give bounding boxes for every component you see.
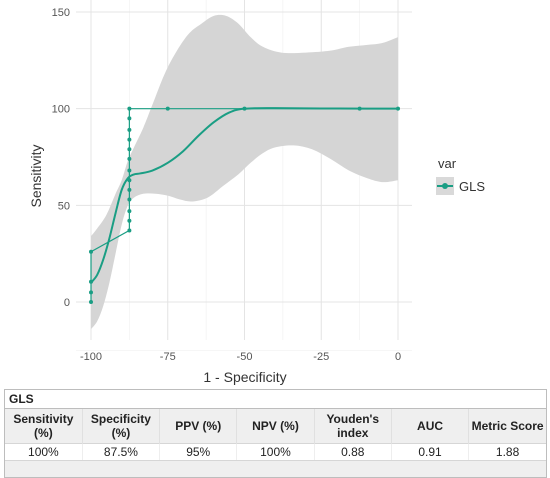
cell-metric-score: 1.88 [468,443,546,460]
data-point [89,300,93,304]
data-point [127,127,132,132]
data-point [127,137,132,142]
data-point [127,156,132,161]
data-point [127,147,132,152]
data-point [127,106,132,111]
cell-specificity: 87.5% [82,443,161,460]
data-point [127,178,132,183]
data-point [357,106,362,111]
legend-title: var [438,156,457,171]
x-tick-label: -100 [80,351,102,363]
table-row: 100% 87.5% 95% 100% 0.88 0.91 1.88 [5,443,546,460]
header-specificity: Specificity (%) [82,409,161,444]
data-point [127,168,132,173]
data-point [127,187,132,192]
header-auc: AUC [391,409,470,444]
data-point [89,249,93,254]
header-youden: Youden's index [314,409,392,444]
cell-npv: 100% [236,443,315,460]
x-tick-label: -50 [237,351,253,363]
data-point [89,290,93,295]
header-metric-score: Metric Score [468,409,546,444]
data-point [242,106,247,111]
data-point [127,209,132,214]
legend-label: GLS [459,178,486,194]
data-point [396,106,400,111]
data-layer [89,106,400,304]
data-point [89,279,93,284]
confidence-band [91,14,398,330]
tick-labels: -100 -75 -50 -25 0 0 50 100 150 [52,7,401,363]
x-axis-label: 1 - Specificity [203,369,286,385]
x-tick-label: -25 [313,351,329,363]
y-axis-label: Sensitivity [28,144,44,207]
metrics-title: GLS [5,390,546,409]
metrics-table: GLS Sensitivity (%) Specificity (%) PPV … [4,389,547,478]
y-tick-label: 150 [52,7,70,19]
metrics-header-row: Sensitivity (%) Specificity (%) PPV (%) … [5,409,546,444]
header-sensitivity: Sensitivity (%) [5,409,83,444]
cell-ppv: 95% [159,443,238,460]
cell-youden: 0.88 [314,443,392,460]
roc-smooth-line [90,107,399,284]
header-ppv: PPV (%) [159,409,238,444]
data-point [165,106,170,111]
y-tick-label: 0 [64,297,70,309]
data-point [127,218,132,223]
cell-auc: 0.91 [391,443,470,460]
data-point [127,116,132,121]
metrics-footer [5,460,546,477]
data-point [127,197,132,202]
data-point [127,228,132,233]
y-tick-label: 50 [58,200,70,212]
confidence-band-area [91,14,398,330]
x-tick-label: -75 [160,351,176,363]
header-npv: NPV (%) [236,409,315,444]
legend: var GLS [436,156,485,195]
legend-item-gls: GLS [436,177,485,195]
x-tick-label: 0 [395,351,401,363]
cell-sensitivity: 100% [5,443,83,460]
y-tick-label: 100 [52,104,70,116]
legend-key-icon [436,177,454,195]
